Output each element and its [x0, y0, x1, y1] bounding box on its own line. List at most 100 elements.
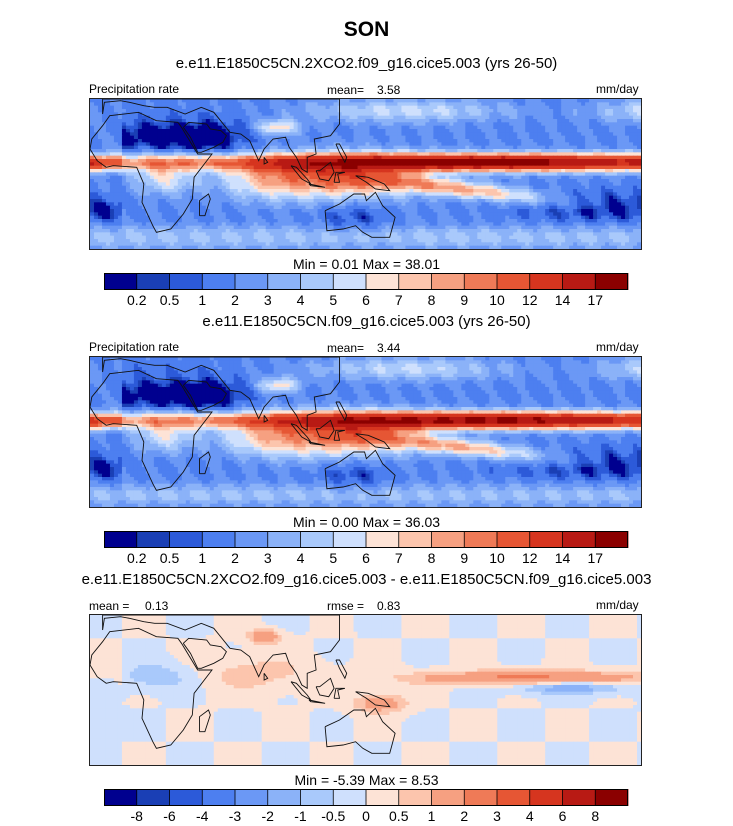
field-cell: [633, 195, 638, 200]
field-cell: [225, 195, 231, 200]
field-cell: [425, 182, 430, 187]
field-cell: [381, 152, 386, 157]
field-cell: [557, 212, 562, 217]
field-cell: [549, 139, 554, 143]
field-cell: [169, 169, 175, 173]
field-cell: [293, 205, 299, 210]
field-cell: [181, 109, 187, 113]
field-cell: [565, 199, 570, 203]
field-cell: [193, 109, 199, 113]
field-cell: [197, 155, 203, 160]
field-cell: [405, 175, 410, 180]
field-cell: [137, 215, 143, 220]
field-cell: [489, 122, 494, 127]
field-cell: [489, 99, 494, 103]
field-cell: [93, 132, 99, 137]
field-cell: [313, 192, 319, 197]
field-cell: [521, 119, 526, 123]
field-cell: [597, 155, 602, 160]
field-cell: [141, 129, 147, 133]
field-cell: [505, 105, 510, 110]
field-cell: [165, 159, 171, 163]
field-cell: [90, 149, 95, 153]
field-cell: [113, 175, 119, 180]
field-cell: [329, 139, 335, 143]
field-cell: [365, 199, 370, 203]
field-cell: [145, 165, 151, 170]
field-cell: [237, 159, 243, 163]
field-cell: [409, 175, 414, 180]
field-cell: [577, 149, 582, 153]
field-cell: [109, 105, 115, 110]
field-cell: [245, 152, 251, 157]
field-cell: [437, 142, 442, 147]
field-cell: [285, 102, 291, 107]
field-cell: [125, 195, 131, 200]
field-cell: [537, 159, 542, 163]
field-cell: [441, 152, 446, 157]
field-cell: [173, 99, 179, 103]
field-cell: [201, 105, 207, 110]
field-cell: [545, 122, 550, 127]
field-cell: [349, 109, 355, 113]
field-cell: [409, 165, 414, 170]
field-cell: [449, 172, 454, 177]
field-cell: [469, 169, 474, 173]
field-cell: [241, 205, 247, 210]
field-cell: [153, 162, 159, 167]
field-cell: [281, 192, 287, 197]
field-cell: [517, 195, 522, 200]
field-cell: [277, 105, 283, 110]
field-cell: [133, 125, 139, 130]
field-cell: [457, 109, 462, 113]
field-cell: [501, 165, 506, 170]
field-cell: [401, 109, 406, 113]
field-cell: [477, 172, 482, 177]
field-cell: [225, 175, 231, 180]
field-cell: [445, 185, 450, 190]
field-cell: [153, 189, 159, 193]
field-cell: [217, 159, 223, 163]
field-cell: [337, 212, 343, 217]
field-cell: [609, 205, 614, 210]
field-cell: [509, 195, 514, 200]
field-cell: [297, 152, 303, 157]
field-cell: [453, 205, 458, 210]
field-cell: [145, 122, 151, 127]
field-cell: [233, 102, 239, 107]
field-cell: [553, 182, 558, 187]
field-cell: [357, 185, 363, 190]
field-cell: [273, 155, 279, 160]
field-cell: [153, 185, 159, 190]
field-cell: [561, 99, 566, 103]
field-cell: [553, 132, 558, 137]
field-cell: [145, 175, 151, 180]
field-cell: [149, 159, 155, 163]
field-cell: [545, 172, 550, 177]
field-cell: [301, 135, 307, 140]
field-cell: [229, 142, 235, 147]
field-cell: [589, 205, 594, 210]
field-cell: [309, 162, 315, 167]
field-cell: [177, 205, 183, 210]
field-cell: [545, 185, 550, 190]
field-cell: [585, 209, 590, 213]
field-cell: [589, 132, 594, 137]
field-cell: [249, 195, 255, 200]
field-cell: [549, 125, 554, 130]
field-cell: [437, 102, 442, 107]
field-cell: [533, 112, 538, 117]
field-cell: [541, 105, 546, 110]
field-cell: [441, 112, 446, 117]
field-cell: [509, 175, 514, 180]
field-cell: [113, 102, 119, 107]
field-cell: [429, 155, 434, 160]
field-cell: [169, 209, 175, 213]
field-cell: [441, 209, 446, 213]
field-cell: [457, 105, 462, 110]
field-cell: [589, 182, 594, 187]
field-cell: [413, 99, 418, 103]
field-cell: [257, 145, 263, 150]
field-cell: [321, 102, 327, 107]
field-cell: [229, 129, 235, 133]
